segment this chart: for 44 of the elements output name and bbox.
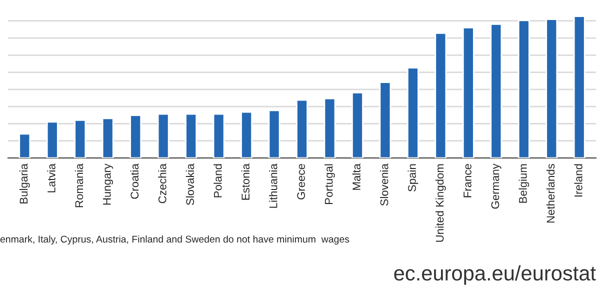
x-tick-label: Portugal: [324, 164, 335, 204]
bar: [462, 26, 474, 158]
bar: [352, 92, 364, 158]
x-tick-label: Czechia: [158, 164, 166, 204]
bar: [268, 110, 280, 158]
bar: [212, 113, 225, 158]
bar: [324, 98, 336, 158]
x-tick-label: Spain: [408, 164, 418, 192]
bar: [518, 20, 530, 158]
bar: [296, 99, 308, 158]
x-tick-label: Netherlands: [546, 164, 555, 223]
x-tick-label: Estonia: [241, 164, 250, 200]
x-tick-label: United Kingdom: [436, 164, 446, 242]
x-tick-label: Greece: [297, 164, 305, 200]
bar: [46, 121, 58, 158]
bar: [74, 119, 86, 158]
x-tick-label: Croatia: [130, 164, 139, 199]
x-tick-label: Lithuania: [269, 164, 278, 208]
bar: [157, 113, 170, 158]
bar: [185, 113, 198, 158]
x-tick-label: Ireland: [574, 164, 582, 196]
x-tick-label: Bulgaria: [19, 164, 30, 204]
bar: [102, 118, 114, 158]
x-tick-label: Slovakia: [186, 164, 194, 206]
x-tick-label: Belgium: [518, 164, 530, 203]
bar: [406, 67, 419, 158]
bar: [546, 18, 558, 158]
x-tick-label: Romania: [74, 164, 84, 208]
bar: [18, 133, 31, 158]
x-tick-label: Latvia: [47, 164, 56, 192]
text: enmark, Italy, Cyprus, Austria, Finland and Sweden do not have minimum wages: [0, 235, 350, 245]
bar: [573, 16, 586, 158]
x-tick-label: Germany: [491, 164, 502, 209]
x-tick-label: France: [464, 164, 472, 198]
x-tick-label: Malta: [352, 164, 360, 190]
bar: [434, 32, 447, 158]
bar: [240, 111, 252, 158]
bar: [490, 23, 502, 158]
bar: [130, 114, 142, 158]
text: ec.europa.eu/eurostat: [394, 265, 596, 285]
x-tick-label: Hungary: [103, 164, 114, 205]
x-tick-label: Poland: [214, 164, 222, 198]
bar: [379, 82, 392, 158]
x-tick-label: Slovenia: [380, 164, 388, 206]
